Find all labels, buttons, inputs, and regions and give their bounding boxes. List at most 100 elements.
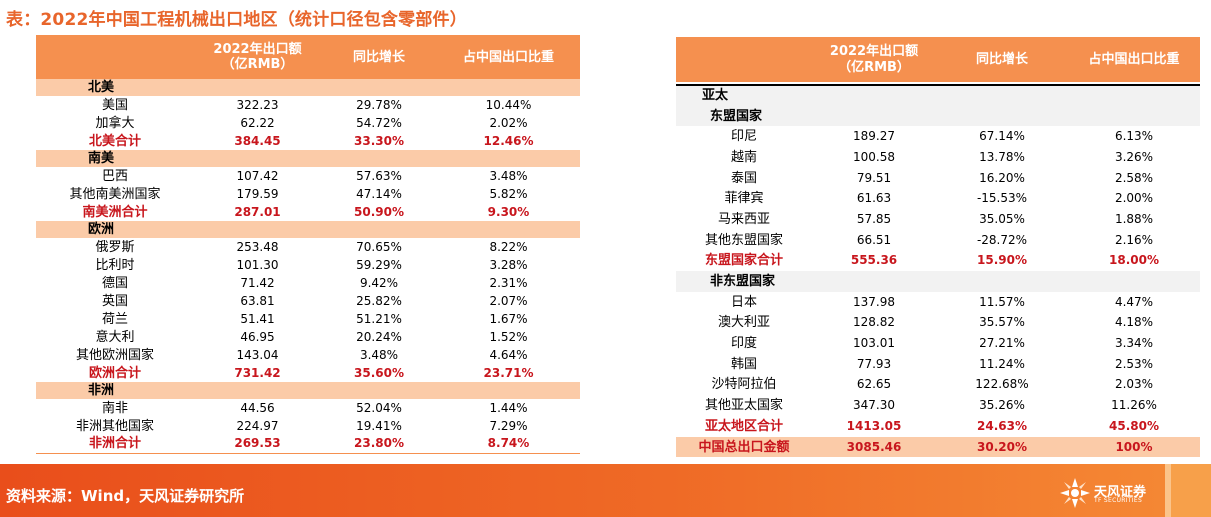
yoy-growth: 52.04%	[356, 400, 402, 415]
yoy-growth: 67.14%	[979, 129, 1025, 144]
export-amount: 347.30	[853, 398, 895, 413]
header-amount-line1: 2022年出口额	[213, 42, 302, 57]
country-name: 泰国	[730, 170, 757, 186]
yoy-growth: 27.21%	[979, 336, 1025, 351]
table-row: 巴西 107.42 57.63% 3.48%	[36, 167, 580, 185]
export-amount: 384.45	[234, 133, 281, 148]
table-row: 德国 71.42 9.42% 2.31%	[36, 274, 580, 292]
table-header-row: 2022年出口额 （亿RMB） 同比增长 占中国出口比重	[36, 35, 580, 79]
yoy-growth: -28.72%	[976, 232, 1028, 247]
country-name: 东盟国家合计	[704, 253, 783, 269]
region-row: 东盟国家	[676, 105, 1200, 127]
yoy-growth: 51.21%	[356, 311, 402, 326]
brand-name-en: TF SECURITIES	[1094, 497, 1143, 504]
export-share: 4.18%	[1114, 315, 1154, 330]
export-share: 18.00%	[1109, 253, 1159, 268]
export-amount: 137.98	[853, 294, 895, 309]
export-table-right: 2022年出口额 （亿RMB） 同比增长 占中国出口比重 亚太 东盟国家 印尼 189.27 6…	[676, 37, 1200, 458]
country-name: 印尼	[730, 129, 757, 145]
country-name: 南美洲合计	[82, 204, 148, 220]
export-amount: 287.01	[234, 204, 281, 219]
export-amount: 62.65	[856, 377, 892, 392]
table-row: 美国 322.23 29.78% 10.44%	[36, 96, 580, 114]
region-row: 北美	[36, 79, 580, 96]
table-row: 其他南美洲国家 179.59 47.14% 5.82%	[36, 185, 580, 203]
yoy-growth: 3.48%	[359, 347, 399, 362]
export-amount: 269.53	[234, 436, 281, 451]
export-amount: 179.59	[236, 186, 279, 201]
table-row: 比利时 101.30 59.29% 3.28%	[36, 256, 580, 274]
yoy-growth: 23.80%	[354, 436, 404, 451]
total-row: 东盟国家合计 555.36 15.90% 18.00%	[676, 251, 1200, 272]
region-label: 北美	[36, 79, 580, 96]
region-label: 非东盟国家	[676, 271, 1200, 292]
export-amount: 79.51	[856, 170, 892, 185]
export-amount: 66.51	[856, 232, 892, 247]
export-share: 12.46%	[483, 133, 534, 148]
country-name: 加拿大	[95, 115, 135, 131]
table-row: 南非 44.56 52.04% 1.44%	[36, 399, 580, 417]
header-growth: 同比增长	[936, 37, 1068, 82]
export-amount: 57.85	[856, 211, 892, 226]
export-amount: 107.42	[236, 168, 279, 183]
region-label: 非洲	[36, 382, 580, 399]
export-share: 3.26%	[1114, 149, 1154, 164]
export-share: 2.02%	[489, 115, 528, 130]
yoy-growth: 122.68%	[975, 377, 1029, 392]
header-amount-line1: 2022年出口额	[829, 43, 919, 59]
country-name: 印度	[730, 336, 757, 352]
country-name: 荷兰	[101, 311, 128, 327]
export-share: 3.48%	[489, 168, 528, 183]
country-name: 南非	[101, 400, 128, 416]
tf-securities-logo-icon	[1060, 478, 1090, 508]
table-row: 意大利 46.95 20.24% 1.52%	[36, 328, 580, 346]
header-growth: 同比增长	[321, 35, 437, 79]
country-name: 其他亚太国家	[704, 398, 783, 414]
export-share: 7.29%	[489, 418, 528, 433]
total-row: 南美洲合计 287.01 50.90% 9.30%	[36, 203, 580, 221]
export-amount: 128.82	[853, 315, 895, 330]
yoy-growth: 30.20%	[936, 436, 1068, 458]
country-name: 日本	[730, 294, 757, 310]
table-row: 泰国 79.51 16.20% 2.58%	[676, 168, 1200, 189]
export-amount: 731.42	[234, 365, 281, 380]
region-total-row: 亚太地区合计 1413.05 24.63% 45.80%	[676, 416, 1200, 437]
header-amount: 2022年出口额 （亿RMB）	[194, 35, 321, 79]
export-amount: 103.01	[853, 336, 895, 351]
yoy-growth: 16.20%	[979, 170, 1025, 185]
export-share: 8.74%	[487, 436, 530, 451]
export-amount: 44.56	[240, 400, 275, 415]
yoy-growth: 13.78%	[979, 149, 1025, 164]
country-name: 澳大利亚	[717, 315, 770, 331]
yoy-growth: 24.63%	[977, 418, 1027, 433]
table-row: 澳大利亚 128.82 35.57% 4.18%	[676, 313, 1200, 334]
country-name: 美国	[101, 97, 128, 113]
export-share: 2.00%	[1114, 191, 1154, 206]
export-amount: 224.97	[236, 418, 279, 433]
country-name: 非洲其他国家	[75, 418, 154, 434]
yoy-growth: 59.29%	[356, 257, 402, 272]
header-amount-unit: （亿RMB）	[838, 59, 910, 75]
export-share: 2.07%	[489, 293, 528, 308]
table-row: 非洲其他国家 224.97 19.41% 7.29%	[36, 417, 580, 435]
grand-total-row: 中国总出口金额 3085.46 30.20% 100%	[676, 436, 1200, 458]
country-name: 英国	[101, 293, 128, 309]
export-amount: 143.04	[236, 347, 279, 362]
footer-decoration	[1165, 464, 1171, 517]
export-share: 23.71%	[483, 365, 534, 380]
export-share: 9.30%	[487, 204, 530, 219]
region-label: 欧洲	[36, 221, 580, 238]
export-share: 1.52%	[489, 329, 528, 344]
export-share: 1.67%	[489, 311, 528, 326]
yoy-growth: 19.41%	[356, 418, 402, 433]
country-name: 欧洲合计	[88, 365, 141, 381]
table-row: 菲律宾 61.63 -15.53% 2.00%	[676, 188, 1200, 209]
export-amount: 100.58	[853, 149, 895, 164]
header-share: 占中国出口比重	[437, 35, 580, 79]
table-row: 日本 137.98 11.57% 4.47%	[676, 292, 1200, 313]
header-blank-cell	[36, 35, 194, 79]
page-title: 表：2022年中国工程机械出口地区（统计口径包含零部件）	[6, 10, 467, 30]
export-share: 4.47%	[1114, 294, 1154, 309]
export-amount: 46.95	[240, 329, 275, 344]
export-amount: 1413.05	[846, 418, 902, 433]
